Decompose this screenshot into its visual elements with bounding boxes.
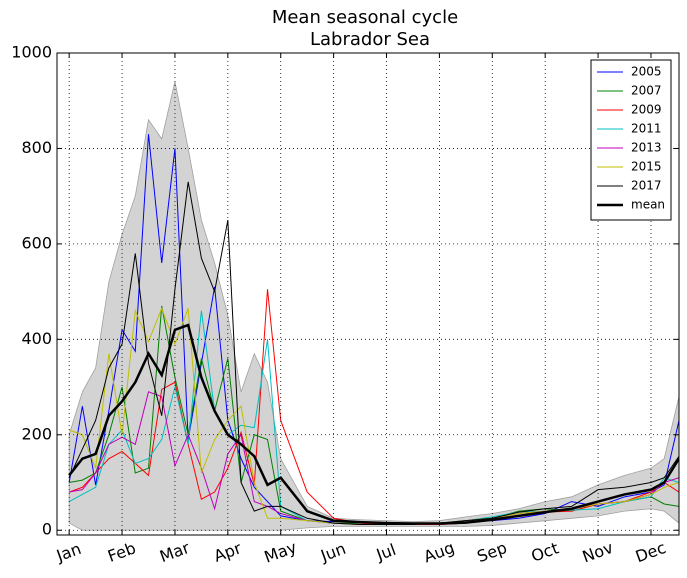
plot [68,81,679,531]
y-tick-label: 0 [42,520,52,539]
legend-label: 2011 [631,122,662,136]
legend-label: mean [631,198,665,212]
y-tick-label: 400 [21,329,52,348]
legend-box [590,59,672,221]
legend-label: 2013 [631,141,662,155]
chart-title: Mean seasonal cycle [272,7,458,28]
legend-label: 2017 [631,179,662,193]
legend-label: 2005 [631,65,662,79]
y-tick-label: 600 [21,233,52,252]
chart-subtitle: Labrador Sea [310,29,430,50]
plot-frame [56,52,680,536]
y-tick-label: 1000 [11,43,52,62]
legend-label: 2009 [631,103,662,117]
series-line [68,134,679,525]
series-line [68,289,679,526]
y-tick-label: 200 [21,424,52,443]
y-tick-label: 800 [21,138,52,157]
legend-label: 2015 [631,160,662,174]
series-line [68,181,679,526]
legend-label: 2007 [631,84,662,98]
